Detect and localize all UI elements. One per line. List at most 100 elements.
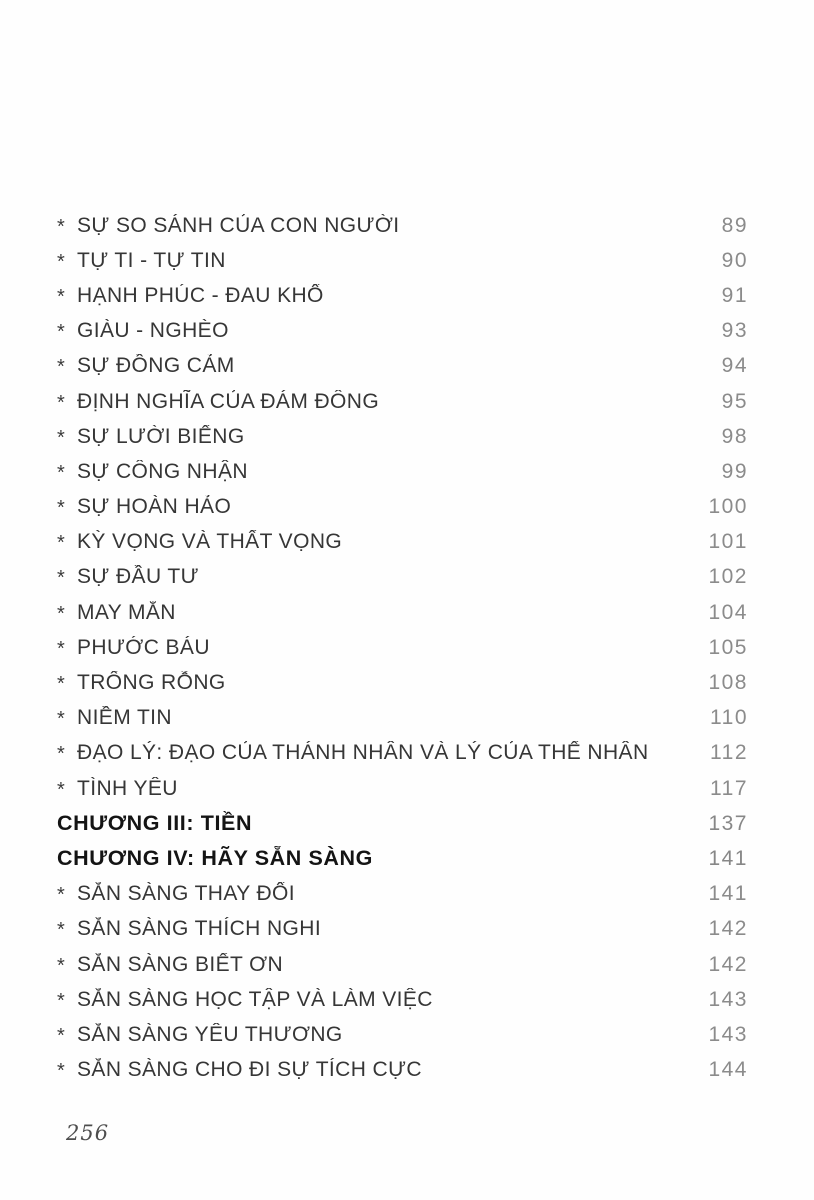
toc-row: * GIÀU - NGHÈO 93 <box>57 314 748 349</box>
toc-entry-label: * TỰ TI - TỰ TIN <box>57 249 696 273</box>
toc-entry-label: * SỰ SO SÁNH CỦA CON NGƯỜI <box>57 214 696 238</box>
asterisk-marker: * <box>57 1060 66 1083</box>
toc-entry-title: SẴN SÀNG THAY ĐỔI <box>77 882 296 906</box>
asterisk-marker: * <box>57 215 66 238</box>
toc-row: * HẠNH PHÚC - ĐAU KHỔ 91 <box>57 278 748 313</box>
toc-entry-title: ĐỊNH NGHĨA CỦA ĐÁM ĐÔNG <box>77 389 380 413</box>
toc-entry-title: KỲ VỌNG VÀ THẤT VỌNG <box>77 530 343 554</box>
asterisk-marker: * <box>57 637 66 660</box>
asterisk-marker: * <box>57 497 66 520</box>
asterisk-marker: * <box>57 954 66 977</box>
toc-entry-label: * SỰ HOÀN HẢO <box>57 495 696 519</box>
toc-entry-title: SỰ SO SÁNH CỦA CON NGƯỜI <box>77 213 400 237</box>
toc-entry-title: SỰ LƯỜI BIẾNG <box>77 424 245 448</box>
toc-entry-label: * PHƯỚC BÁU <box>57 636 696 660</box>
toc-list: * SỰ SO SÁNH CỦA CON NGƯỜI 89 * TỰ TI - … <box>57 208 748 1088</box>
toc-entry-label: * SỰ ĐẦU TƯ <box>57 565 696 589</box>
toc-entry-label: * ĐẠO LÝ: ĐẠO CỦA THÁNH NHÂN VÀ LÝ CỦA T… <box>57 741 696 765</box>
toc-entry-label: * ĐỊNH NGHĨA CỦA ĐÁM ĐÔNG <box>57 390 696 414</box>
toc-row: * SỰ ĐỒNG CẢM 94 <box>57 349 748 384</box>
asterisk-marker: * <box>57 673 66 696</box>
toc-row: * TRỐNG RỖNG 108 <box>57 665 748 700</box>
toc-entry-page-number: 98 <box>721 424 748 448</box>
toc-entry-title: MAY MẮN <box>77 600 176 624</box>
toc-entry-label: CHƯƠNG IV: HÃY SẴN SÀNG <box>57 846 696 871</box>
asterisk-marker: * <box>57 567 66 590</box>
toc-entry-page-number: 101 <box>708 530 748 554</box>
toc-entry-label: * SẴN SÀNG THÍCH NGHI <box>57 917 696 941</box>
toc-row: * NIỀM TIN 110 <box>57 701 748 736</box>
toc-entry-label: * SẴN SÀNG CHO ĐI SỰ TÍCH CỰC <box>57 1058 696 1082</box>
toc-entry-page-number: 108 <box>708 671 748 695</box>
toc-entry-page-number: 112 <box>710 741 748 765</box>
toc-row: * SỰ LƯỜI BIẾNG 98 <box>57 419 748 454</box>
toc-entry-page-number: 137 <box>708 811 748 835</box>
toc-entry-label: * GIÀU - NGHÈO <box>57 319 696 343</box>
toc-entry-title: SẴN SÀNG YÊU THƯƠNG <box>77 1022 343 1046</box>
page-footer: 256 <box>66 1121 109 1145</box>
asterisk-marker: * <box>57 1024 66 1047</box>
toc-entry-label: * SẴN SÀNG BIẾT ƠN <box>57 953 696 977</box>
toc-entry-page-number: 141 <box>708 882 748 906</box>
asterisk-marker: * <box>57 743 66 766</box>
toc-row: * SẴN SÀNG HỌC TẬP VÀ LÀM VIỆC 143 <box>57 982 748 1017</box>
toc-entry-label: * MAY MẮN <box>57 601 696 625</box>
asterisk-marker: * <box>57 461 66 484</box>
asterisk-marker: * <box>57 426 66 449</box>
asterisk-marker: * <box>57 989 66 1012</box>
toc-entry-title: SỰ CÔNG NHẬN <box>77 459 248 483</box>
toc-entry-title: TỰ TI - TỰ TIN <box>77 248 226 272</box>
asterisk-marker: * <box>57 884 66 907</box>
toc-entry-label: CHƯƠNG III: TIỀN <box>57 811 696 836</box>
toc-entry-page-number: 144 <box>708 1058 748 1082</box>
toc-entry-page-number: 93 <box>721 319 748 343</box>
asterisk-marker: * <box>57 321 66 344</box>
toc-entry-page-number: 94 <box>721 354 748 378</box>
toc-row: * TÌNH YÊU 117 <box>57 771 748 806</box>
toc-row: * SỰ ĐẦU TƯ 102 <box>57 560 748 595</box>
toc-entry-title: SỰ ĐẦU TƯ <box>77 565 199 589</box>
asterisk-marker: * <box>57 250 66 273</box>
toc-entry-title: SỰ ĐỒNG CẢM <box>77 354 235 378</box>
toc-row: * SỰ HOÀN HẢO 100 <box>57 490 748 525</box>
toc-entry-label: * SẴN SÀNG YÊU THƯƠNG <box>57 1023 696 1047</box>
toc-entry-page-number: 102 <box>708 565 748 589</box>
toc-row: * KỲ VỌNG VÀ THẤT VỌNG 101 <box>57 525 748 560</box>
toc-row: * SẴN SÀNG BIẾT ƠN 142 <box>57 947 748 982</box>
folio-page-number: 256 <box>66 1121 110 1145</box>
toc-entry-page-number: 110 <box>710 706 748 730</box>
toc-entry-page-number: 143 <box>708 1022 748 1046</box>
toc-entry-title: SỰ HOÀN HẢO <box>77 495 232 519</box>
toc-entry-label: * SẴN SÀNG HỌC TẬP VÀ LÀM VIỆC <box>57 988 696 1012</box>
toc-entry-page-number: 100 <box>708 495 748 519</box>
toc-entry-page-number: 104 <box>708 600 748 624</box>
toc-entry-title: ĐẠO LÝ: ĐẠO CỦA THÁNH NHÂN VÀ LÝ CỦA THẾ… <box>77 741 649 765</box>
toc-entry-title: NIỀM TIN <box>77 706 172 730</box>
toc-entry-label: * SỰ CÔNG NHẬN <box>57 460 696 484</box>
asterisk-marker: * <box>57 708 66 731</box>
toc-row: CHƯƠNG IV: HÃY SẴN SÀNG 141 <box>57 841 748 876</box>
toc-entry-label: * NIỀM TIN <box>57 706 696 730</box>
toc-entry-page-number: 91 <box>721 283 748 307</box>
asterisk-marker: * <box>57 285 66 308</box>
toc-entry-page-number: 95 <box>721 389 748 413</box>
toc-entry-label: * SẴN SÀNG THAY ĐỔI <box>57 882 696 906</box>
toc-entry-page-number: 89 <box>721 213 748 237</box>
toc-entry-title: HẠNH PHÚC - ĐAU KHỔ <box>77 283 324 307</box>
toc-row: * ĐẠO LÝ: ĐẠO CỦA THÁNH NHÂN VÀ LÝ CỦA T… <box>57 736 748 771</box>
toc-entry-title: SẴN SÀNG HỌC TẬP VÀ LÀM VIỆC <box>77 987 433 1011</box>
asterisk-marker: * <box>57 532 66 555</box>
toc-row: * MAY MẮN 104 <box>57 595 748 630</box>
toc-entry-page-number: 90 <box>721 248 748 272</box>
toc-row: * SỰ CÔNG NHẬN 99 <box>57 454 748 489</box>
toc-entry-title: SẴN SÀNG CHO ĐI SỰ TÍCH CỰC <box>77 1058 422 1082</box>
toc-entry-page-number: 99 <box>721 459 748 483</box>
toc-entry-page-number: 105 <box>708 635 748 659</box>
asterisk-marker: * <box>57 778 66 801</box>
toc-row: * ĐỊNH NGHĨA CỦA ĐÁM ĐÔNG 95 <box>57 384 748 419</box>
toc-row: * SẴN SÀNG YÊU THƯƠNG 143 <box>57 1017 748 1052</box>
toc-entry-title: CHƯƠNG III: TIỀN <box>57 811 253 836</box>
toc-entry-page-number: 141 <box>708 846 748 870</box>
asterisk-marker: * <box>57 602 66 625</box>
